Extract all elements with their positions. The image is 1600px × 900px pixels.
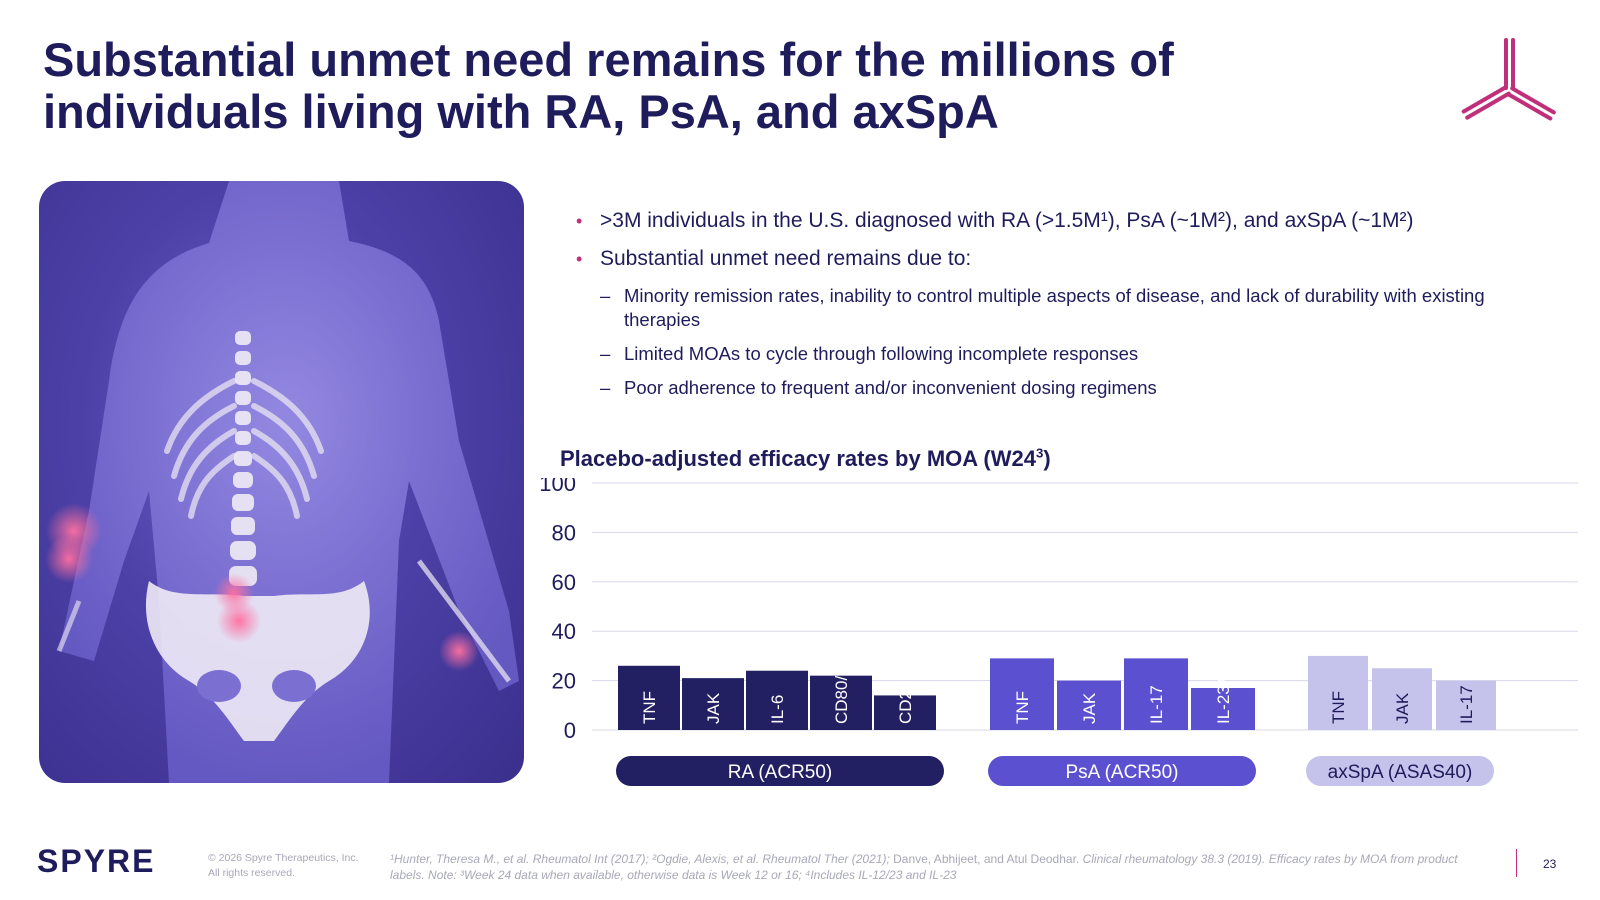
footnote: ¹Hunter, Theresa M., et al. Rheumatol In… <box>390 852 1458 882</box>
page-title: Substantial unmet need remains for the m… <box>43 33 1174 138</box>
bar-label: IL-17 <box>1457 685 1476 724</box>
y-tick-label: 60 <box>552 570 576 595</box>
bar-axspa-il17 <box>1436 680 1496 730</box>
bar-ra-jak <box>682 678 744 730</box>
copyright: © 2026 Spyre Therapeutics, Inc. All righ… <box>208 852 359 879</box>
bar-ra-cd20 <box>874 695 936 730</box>
subbullet-adherence: – Poor adherence to frequent and/or inco… <box>576 376 1504 400</box>
bar-label: TNF <box>640 691 659 724</box>
category-label: RA (ACR50) <box>728 762 833 783</box>
bar-label: JAK <box>1080 692 1099 724</box>
category-pill <box>988 756 1256 786</box>
bar-ra-tnf <box>618 665 680 730</box>
bar-psa-il23 <box>1191 688 1255 730</box>
dash-marker: – <box>600 285 611 306</box>
efficacy-bar-chart: 0 20 40 60 80 100 TNF JAK IL-6 CD80/86 CD20 RA (ACR… <box>540 478 1578 786</box>
bar-axspa-jak <box>1372 668 1432 730</box>
bar-label: IL-23⁴ <box>1214 678 1233 724</box>
dash-marker: – <box>600 343 611 364</box>
bar-psa-il17 <box>1124 658 1188 730</box>
subbullet-moas: – Limited MOAs to cycle through followin… <box>576 342 1504 366</box>
bar-label: JAK <box>1393 692 1412 724</box>
page-number: 23 <box>1543 857 1557 871</box>
bar-label: JAK <box>704 692 723 724</box>
bar-label: CD20 <box>896 681 915 724</box>
bullet-unmet-need: Substantial unmet need remains due to: <box>576 246 1576 272</box>
brand-wordmark: SPYRE <box>37 846 155 876</box>
category-label: axSpA (ASAS40) <box>1328 762 1473 783</box>
bar-label: IL-6 <box>768 695 787 724</box>
bullet-list: >3M individuals in the U.S. diagnosed wi… <box>576 208 1576 410</box>
y-tick-label: 20 <box>552 669 576 694</box>
chart-title: Placebo-adjusted efficacy rates by MOA (… <box>560 445 1051 471</box>
spyre-logo: SPYRE <box>37 846 155 876</box>
bar-psa-tnf <box>990 658 1054 730</box>
anatomy-image <box>39 181 524 783</box>
y-tick-label: 40 <box>552 619 576 644</box>
y-tick-label: 80 <box>552 520 576 545</box>
dash-marker: – <box>600 377 611 398</box>
bar-ra-il6 <box>746 670 808 730</box>
y-tick-label: 0 <box>564 718 576 743</box>
bullet-population: >3M individuals in the U.S. diagnosed wi… <box>576 208 1576 234</box>
bar-psa-jak <box>1057 680 1121 730</box>
bar-label: TNF <box>1329 691 1348 724</box>
bar-label: CD80/86 <box>832 657 851 724</box>
bar-ra-cd8086 <box>810 675 872 730</box>
y-tick-label: 100 <box>540 478 576 496</box>
company-logo-icon <box>1461 38 1556 121</box>
subbullet-text: Poor adherence to frequent and/or inconv… <box>624 377 1157 398</box>
category-pill <box>616 756 944 786</box>
subbullet-text: Limited MOAs to cycle through following … <box>624 343 1139 364</box>
subbullet-text: Minority remission rates, inability to c… <box>624 285 1485 330</box>
footer-divider <box>1516 849 1517 877</box>
category-pill <box>1306 756 1494 786</box>
bar-axspa-tnf <box>1308 655 1368 730</box>
category-label: PsA (ACR50) <box>1066 762 1179 783</box>
bar-label: TNF <box>1013 691 1032 724</box>
bar-label: IL-17 <box>1147 685 1166 724</box>
subbullet-remission: – Minority remission rates, inability to… <box>576 284 1504 332</box>
